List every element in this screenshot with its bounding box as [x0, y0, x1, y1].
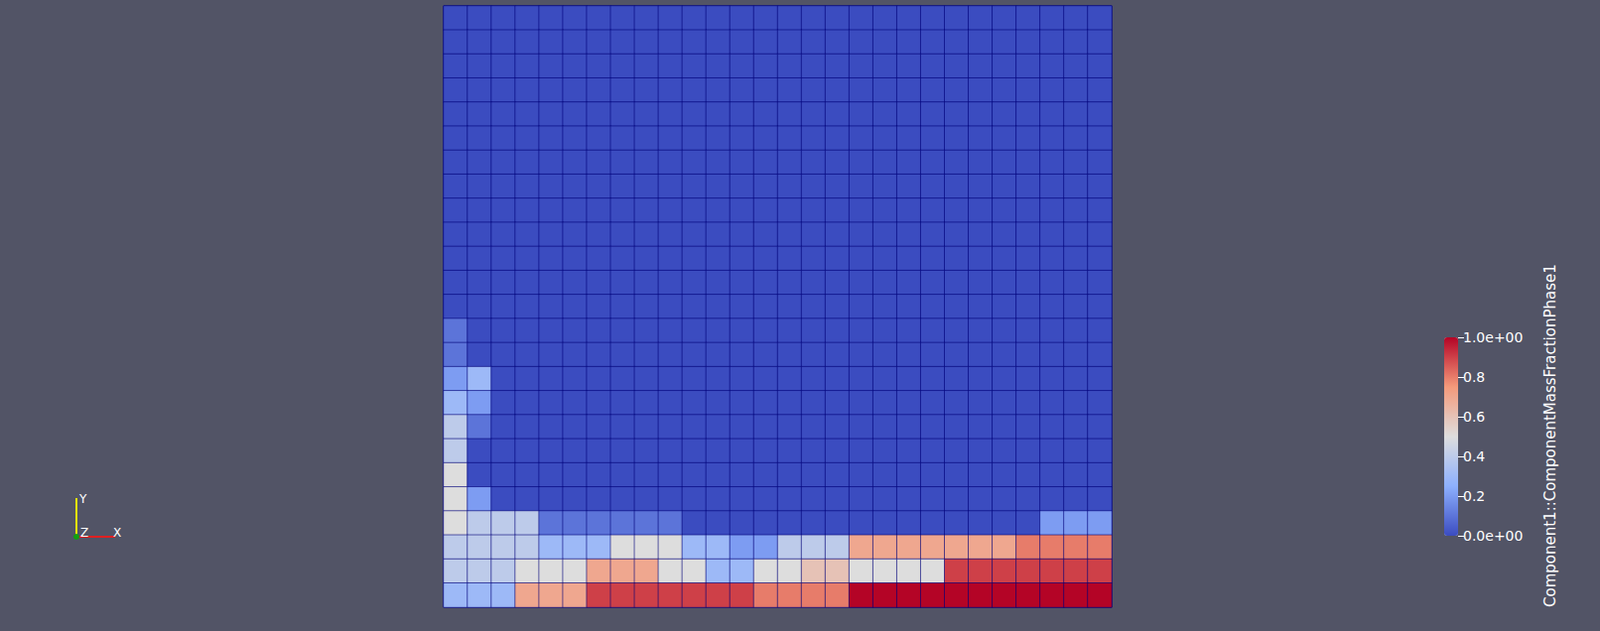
- svg-text:Component1::ComponentMassFract: Component1::ComponentMassFractionPhase1: [1541, 264, 1560, 608]
- svg-text:0.2: 0.2: [1463, 488, 1485, 505]
- svg-text:X: X: [113, 526, 122, 540]
- svg-text:Z: Z: [80, 526, 89, 540]
- svg-text:0.6: 0.6: [1463, 408, 1485, 425]
- svg-text:0.4: 0.4: [1463, 448, 1485, 465]
- svg-text:Y: Y: [78, 492, 88, 507]
- svg-text:1.0e+00: 1.0e+00: [1463, 329, 1523, 346]
- svg-text:0.8: 0.8: [1463, 369, 1485, 386]
- svg-text:0.0e+00: 0.0e+00: [1463, 528, 1523, 544]
